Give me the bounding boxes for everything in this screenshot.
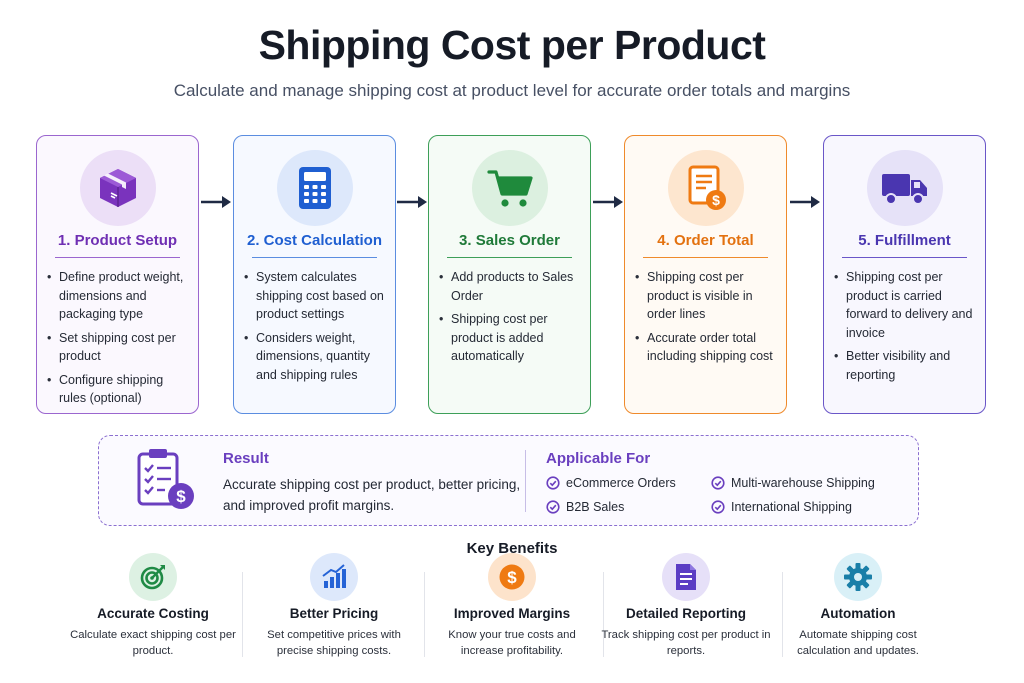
step-bullet: Considers weight, dimensions, quantity a… xyxy=(244,329,387,385)
arrow-right-icon xyxy=(397,196,427,208)
step-title: 2. Cost Calculation xyxy=(246,232,383,249)
check-circle-icon xyxy=(711,500,725,514)
svg-text:$: $ xyxy=(507,568,517,587)
check-circle-icon xyxy=(711,476,725,490)
benefit-desc: Track shipping cost per product in repor… xyxy=(601,629,771,657)
applicable-item-label: International Shipping xyxy=(731,500,852,514)
svg-text:$: $ xyxy=(176,487,186,506)
step-card-order-total: $ 4. Order Total Shipping cost per produ… xyxy=(624,135,787,414)
result-panel: $ Result Accurate shipping cost per prod… xyxy=(98,435,919,526)
step-title-underline xyxy=(252,257,377,258)
step-bullet-list: Define product weight, dimensions and pa… xyxy=(47,268,190,413)
step-title-underline xyxy=(842,257,967,258)
step-card-product-setup: 1. Product Setup Define product weight, … xyxy=(36,135,199,414)
svg-text:$: $ xyxy=(712,192,720,208)
step-bullet-list: Shipping cost per product is carried for… xyxy=(834,268,977,389)
step-card-cost-calculation: 2. Cost Calculation System calculates sh… xyxy=(233,135,396,414)
step-bullet: Accurate order total including shipping … xyxy=(635,329,778,366)
benefit-title: Accurate Costing xyxy=(97,606,209,621)
divider xyxy=(525,450,526,512)
applicable-title: Applicable For xyxy=(546,450,651,467)
applicable-item: Multi-warehouse Shipping xyxy=(711,476,875,490)
step-bullet-list: Add products to Sales Order Shipping cos… xyxy=(439,268,582,371)
step-card-sales-order: 3. Sales Order Add products to Sales Ord… xyxy=(428,135,591,414)
benefit-detailed-reporting: Detailed Reporting Track shipping cost p… xyxy=(601,553,771,659)
divider xyxy=(242,572,243,657)
step-bullet: Shipping cost per product is added autom… xyxy=(439,310,582,366)
divider xyxy=(424,572,425,657)
step-title-underline xyxy=(447,257,572,258)
step-card-fulfillment: 5. Fulfillment Shipping cost per product… xyxy=(823,135,986,414)
cart-icon xyxy=(471,150,548,226)
step-bullet: Set shipping cost per product xyxy=(47,329,190,366)
target-icon xyxy=(129,553,177,601)
step-bullet: Add products to Sales Order xyxy=(439,268,582,305)
check-circle-icon xyxy=(546,476,560,490)
applicable-item: International Shipping xyxy=(711,500,852,514)
step-title: 4. Order Total xyxy=(657,232,754,249)
box-icon xyxy=(79,150,156,226)
benefit-desc: Set competitive prices with precise ship… xyxy=(267,629,401,657)
bar-chart-icon xyxy=(310,553,358,601)
benefit-title: Better Pricing xyxy=(289,606,379,621)
step-bullet: Better visibility and reporting xyxy=(834,347,977,384)
step-bullet-list: Shipping cost per product is visible in … xyxy=(635,268,778,371)
benefit-automation: Automation Automate shipping cost calcul… xyxy=(773,553,943,659)
step-title-underline xyxy=(55,257,180,258)
benefit-desc: Automate shipping cost calculation and u… xyxy=(797,629,919,657)
step-bullet: Configure shipping rules (optional) xyxy=(47,371,190,408)
applicable-item: eCommerce Orders xyxy=(546,476,676,490)
key-benefits-title: Key Benefits xyxy=(466,540,558,557)
step-title: 3. Sales Order xyxy=(459,232,560,249)
benefit-improved-margins: $ Improved Margins Know your true costs … xyxy=(427,553,597,659)
gear-icon xyxy=(834,553,882,601)
benefit-title: Detailed Reporting xyxy=(625,606,746,621)
benefit-better-pricing: Better Pricing Set competitive prices wi… xyxy=(249,553,419,659)
benefit-title: Automation xyxy=(820,606,896,621)
check-circle-icon xyxy=(546,500,560,514)
arrow-right-icon xyxy=(593,196,623,208)
arrow-right-icon xyxy=(790,196,820,208)
page-title: Shipping Cost per Product xyxy=(258,22,766,68)
divider xyxy=(603,572,604,657)
benefit-accurate-costing: Accurate Costing Calculate exact shippin… xyxy=(68,553,238,659)
dollar-coin-icon: $ xyxy=(488,553,536,601)
benefit-desc: Know your true costs and increase profit… xyxy=(448,629,576,657)
applicable-item-label: Multi-warehouse Shipping xyxy=(731,476,875,490)
applicable-item-label: eCommerce Orders xyxy=(566,476,676,490)
benefit-desc: Calculate exact shipping cost per produc… xyxy=(70,629,236,657)
report-icon xyxy=(662,553,710,601)
applicable-item: B2B Sales xyxy=(546,500,624,514)
step-title: 1. Product Setup xyxy=(57,232,178,249)
step-bullet: System calculates shipping cost based on… xyxy=(244,268,387,324)
checklist-dollar-icon: $ xyxy=(135,446,201,521)
step-bullet: Define product weight, dimensions and pa… xyxy=(47,268,190,324)
step-title-underline xyxy=(643,257,768,258)
invoice-icon: $ xyxy=(667,150,744,226)
benefit-title: Improved Margins xyxy=(453,606,571,621)
arrow-right-icon xyxy=(201,196,231,208)
divider xyxy=(782,572,783,657)
truck-icon xyxy=(866,150,943,226)
result-text: Accurate shipping cost per product, bett… xyxy=(223,477,521,513)
step-title: 5. Fulfillment xyxy=(858,232,951,249)
step-bullet: Shipping cost per product is carried for… xyxy=(834,268,977,342)
result-title: Result xyxy=(223,450,269,467)
page-subtitle: Calculate and manage shipping cost at pr… xyxy=(173,81,851,100)
calculator-icon xyxy=(276,150,353,226)
applicable-item-label: B2B Sales xyxy=(566,500,625,514)
step-bullet-list: System calculates shipping cost based on… xyxy=(244,268,387,389)
step-bullet: Shipping cost per product is visible in … xyxy=(635,268,778,324)
